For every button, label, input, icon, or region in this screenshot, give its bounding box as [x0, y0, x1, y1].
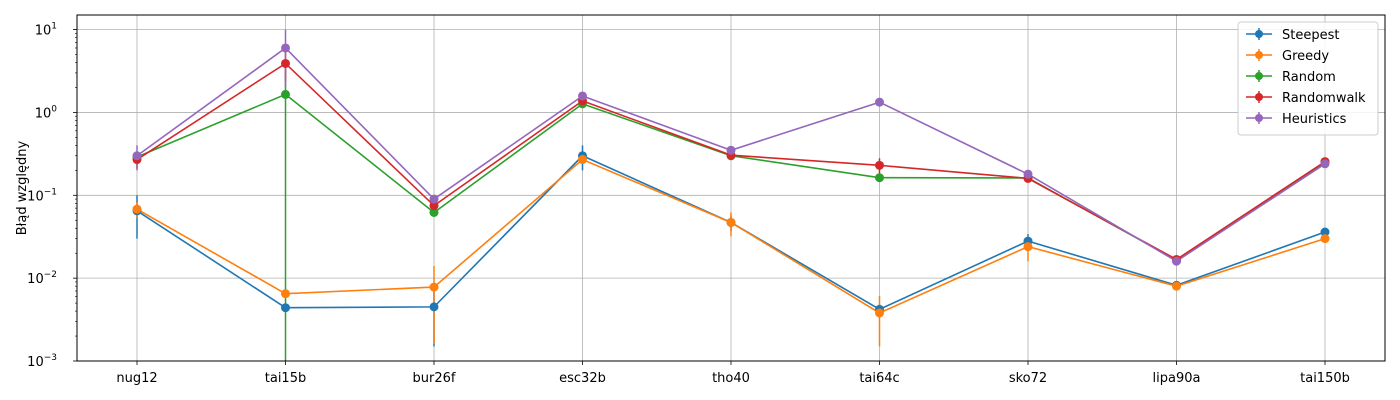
y-axis-ticks: 10−3 10−2 10−1 100 101 [27, 22, 77, 370]
data-points [132, 43, 1330, 318]
x-tick-label: nug12 [116, 371, 157, 386]
y-axis-label: Błąd względny [15, 140, 30, 235]
legend-marker-randomwalk [1255, 93, 1263, 101]
point-steepest [429, 302, 439, 312]
point-steepest [281, 303, 290, 313]
point-random [281, 89, 290, 99]
legend-marker-steepest [1255, 30, 1263, 38]
point-random [875, 173, 884, 183]
x-tick-label: tai150b [1300, 371, 1350, 386]
y-tick-label: 100 [35, 104, 58, 121]
legend-marker-greedy [1255, 51, 1263, 59]
legend-label-steepest: Steepest [1282, 28, 1339, 43]
legend-label-randomwalk: Randomwalk [1282, 91, 1366, 106]
legend-marker-random [1255, 72, 1263, 80]
point-randomwalk [429, 201, 439, 211]
y-tick-label: 10−2 [27, 270, 57, 287]
point-greedy [281, 289, 290, 299]
y-tick-label: 10−1 [27, 187, 57, 204]
x-tick-label: lipa90a [1153, 371, 1201, 386]
point-steepest [1320, 227, 1330, 237]
x-tick-label: sko72 [1009, 371, 1047, 386]
point-greedy [429, 282, 439, 292]
legend-label-random: Random [1282, 70, 1336, 85]
point-greedy [1320, 234, 1330, 244]
grid-lines [77, 15, 1385, 362]
point-greedy [132, 204, 142, 214]
legend-label-greedy: Greedy [1282, 49, 1329, 64]
point-greedy [1172, 281, 1181, 291]
point-heuristics [578, 91, 587, 101]
point-randomwalk [281, 58, 290, 68]
point-random [429, 207, 439, 217]
x-tick-label: esc32b [559, 371, 606, 386]
y-tick-label: 101 [35, 22, 57, 39]
legend-marker-heuristics [1255, 114, 1263, 122]
point-heuristics [132, 151, 142, 161]
point-greedy [726, 217, 736, 227]
legend-box [1237, 21, 1379, 136]
x-tick-label: tho40 [712, 371, 750, 386]
legend: Steepest Greedy Random Randomwalk Heuristics [1237, 21, 1379, 136]
legend-label-heuristics: Heuristics [1282, 112, 1347, 127]
x-tick-label: tai15b [265, 371, 306, 386]
point-heuristics [281, 43, 290, 53]
point-randomwalk [875, 160, 884, 170]
x-axis-ticks: nug12 tai15b bur26f esc32b tho40 tai64c sko72 l… [116, 361, 1350, 386]
point-heuristics [875, 97, 884, 107]
point-greedy [875, 308, 884, 318]
point-greedy [1023, 242, 1033, 252]
point-heuristics [726, 145, 736, 155]
y-tick-label: 10−3 [27, 353, 57, 370]
x-tick-label: tai64c [859, 371, 899, 386]
point-greedy [578, 155, 587, 165]
point-heuristics [1023, 169, 1033, 179]
x-tick-label: bur26f [413, 371, 456, 386]
point-heuristics [1172, 256, 1181, 266]
point-heuristics [1320, 159, 1330, 169]
point-heuristics [429, 194, 439, 204]
